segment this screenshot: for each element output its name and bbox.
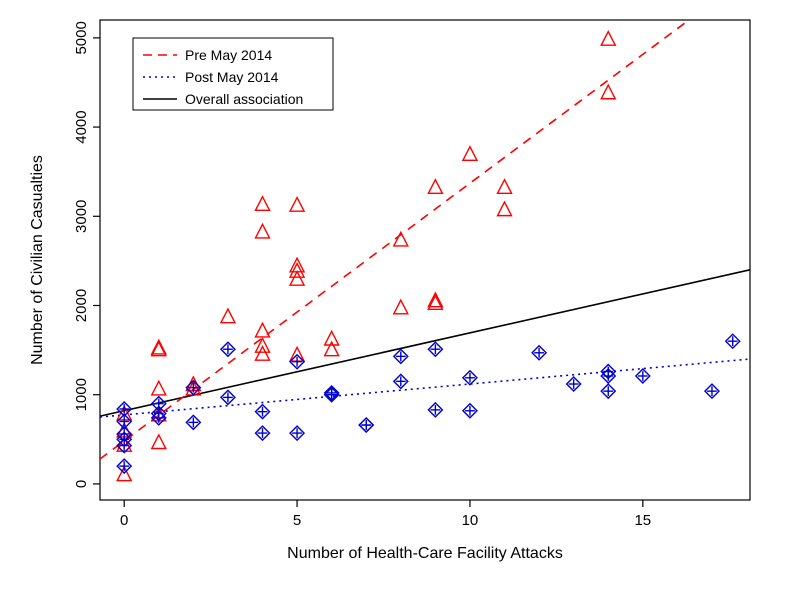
scatter-chart: 0 5 10 15 0 1000 2000 3000 4000 5000 Number of Hea… (0, 0, 800, 589)
y-axis-label: Number of Civilian Casualties (29, 155, 46, 365)
pre-point (152, 435, 166, 449)
pre-point (152, 381, 166, 395)
pre-point (428, 180, 442, 194)
x-tick-label: 5 (293, 512, 301, 529)
x-tick-label: 15 (634, 512, 651, 529)
pre-point (601, 32, 615, 46)
y-tick-label: 2000 (73, 289, 90, 322)
svg-text:5000: 5000 (73, 21, 90, 54)
legend-label: Pre May 2014 (185, 47, 272, 63)
x-tick-label: 10 (462, 512, 479, 529)
overall-line (100, 270, 750, 416)
y-tick-label: 3000 (73, 200, 90, 233)
x-tick-label: 0 (120, 512, 128, 529)
svg-text:1000: 1000 (73, 378, 90, 411)
y-tick-label: 0 (73, 480, 90, 488)
svg-text:4000: 4000 (73, 110, 90, 143)
pre-point (256, 197, 270, 211)
svg-text:3000: 3000 (73, 200, 90, 233)
pre-point (463, 147, 477, 161)
pre-point (221, 309, 235, 323)
pre-point (601, 85, 615, 99)
y-tick-label: 1000 (73, 378, 90, 411)
svg-text:Number of Civilian Casualties: Number of Civilian Casualties (29, 155, 46, 365)
chart-container: 0 5 10 15 0 1000 2000 3000 4000 5000 Number of Hea… (0, 0, 800, 589)
pre-point (290, 198, 304, 212)
svg-text:0: 0 (73, 480, 90, 488)
pre-point (325, 342, 339, 356)
legend-label: Post May 2014 (185, 69, 279, 85)
pre-point (498, 202, 512, 216)
pre-point (256, 224, 270, 238)
pre-point (498, 180, 512, 194)
y-tick-label: 5000 (73, 21, 90, 54)
pre-point (394, 300, 408, 314)
svg-text:2000: 2000 (73, 289, 90, 322)
x-axis-label: Number of Health-Care Facility Attacks (287, 545, 563, 562)
legend-label: Overall association (185, 91, 303, 107)
y-tick-label: 4000 (73, 110, 90, 143)
